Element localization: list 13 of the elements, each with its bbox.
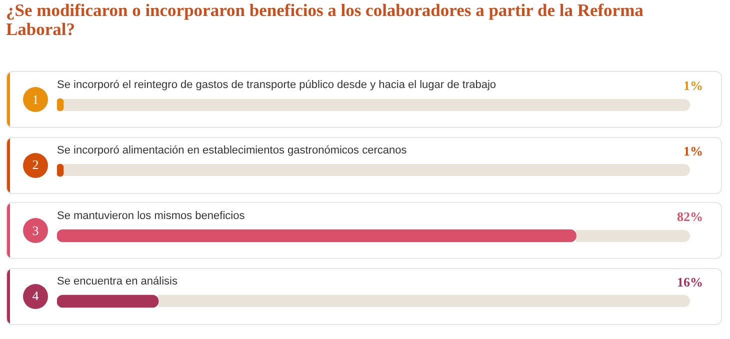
data-label: 82%	[677, 209, 703, 224]
circle-badge: 2	[23, 152, 48, 178]
y-tick-label: Se incorporó alimentación en establecimientos gastronómicos cercanos	[57, 144, 408, 156]
chart-title: ¿Se modificaron o incorporaron beneficios a los colaboradores a partir de la Reforma Laboral?	[6, 0, 644, 39]
data-label: 1%	[684, 78, 703, 94]
data-label: 16%	[677, 274, 703, 290]
y-tick-label: Se incorporó el reintegro de gastos de transporte público desde y hacia el lugar de trabajo	[57, 78, 496, 91]
circle-badge: 3	[23, 218, 48, 243]
circle-badge: 1	[23, 87, 48, 112]
y-tick-label: Se mantuvieron los mismos beneficios	[57, 210, 246, 222]
data-label: 1%	[684, 144, 703, 159]
circle-badge: 4	[23, 284, 48, 308]
y-tick-label: Se encuentra en análisis	[57, 275, 178, 288]
